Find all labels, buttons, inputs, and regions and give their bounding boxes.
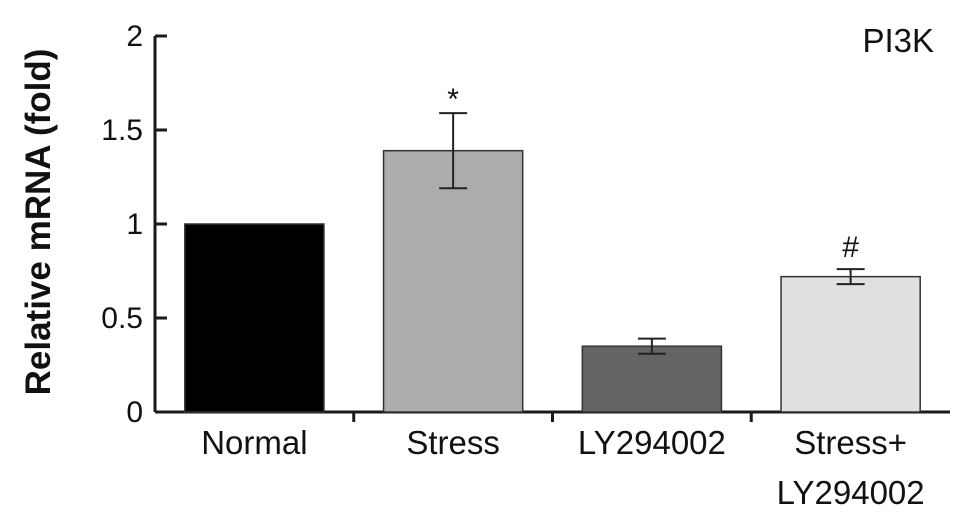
bars — [184, 149, 921, 413]
significance-marker: # — [842, 231, 859, 264]
bar — [780, 275, 921, 413]
y-tick-label: 1 — [126, 208, 143, 241]
bar — [184, 223, 325, 413]
y-axis: 0 0.5 1 1.5 2 — [101, 20, 167, 429]
category-label: Stress — [406, 424, 500, 461]
significance-marker: * — [447, 83, 459, 116]
bar — [581, 345, 723, 413]
y-tick-label: 2 — [126, 20, 143, 53]
category-label: Normal — [201, 424, 307, 461]
panel-title: PI3K — [862, 22, 934, 59]
category-label: Stress+ — [794, 424, 907, 461]
y-tick-label: 0 — [126, 396, 143, 429]
bar — [382, 149, 524, 413]
error-bars — [439, 112, 865, 355]
significance-markers: *# — [447, 83, 859, 264]
y-axis-label: Relative mRNA (fold) — [19, 49, 58, 396]
y-tick-label: 1.5 — [101, 114, 143, 147]
x-axis — [155, 410, 950, 422]
y-tick-label: 0.5 — [101, 302, 143, 335]
category-label: LY294002 — [578, 424, 726, 461]
category-labels: Normal Stress LY294002 Stress+ LY294002 — [201, 424, 924, 511]
category-label: LY294002 — [777, 474, 925, 511]
